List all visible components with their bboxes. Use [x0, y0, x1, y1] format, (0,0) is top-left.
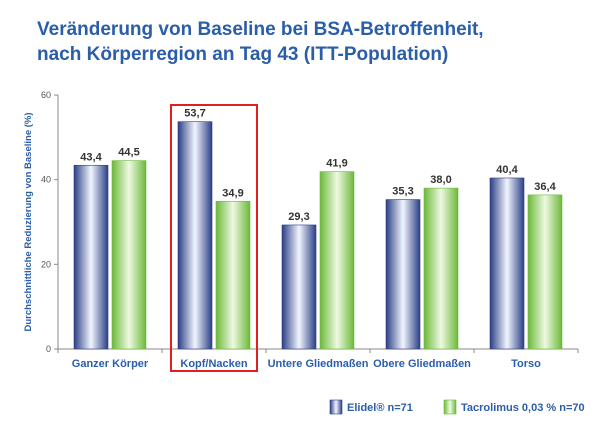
- legend: Elidel® n=71 Tacrolimus 0,03 % n=70: [329, 399, 585, 415]
- bar-tacrolimus: [319, 171, 355, 350]
- category-label: Untere Gliedmaßen: [268, 358, 369, 370]
- bar-value-label: 36,4: [534, 181, 556, 193]
- bar-tacrolimus: [527, 194, 563, 350]
- bar-value-label: 53,7: [184, 108, 205, 120]
- bar-elidel: [385, 199, 421, 350]
- legend-label-elidel: Elidel® n=71: [347, 402, 413, 414]
- highlight-box: [170, 104, 258, 372]
- bar-value-label: 40,4: [496, 164, 518, 176]
- category-label: Obere Gliedmaßen: [373, 358, 471, 370]
- bar-value-label: 44,5: [118, 147, 139, 159]
- y-axis-title: Durchschnittliche Reduzierung von Baseli…: [23, 112, 34, 331]
- legend-swatch-tacrolimus: [443, 399, 457, 415]
- data-labels: 43,4 44,5 Ganzer Körper 53,7 34,9 Kopf/Nacken…: [72, 104, 557, 372]
- bar-value-label: 34,9: [222, 187, 243, 199]
- y-tick-label: 0: [46, 344, 51, 354]
- bar-tacrolimus: [423, 187, 459, 350]
- y-tick-label: 40: [41, 175, 51, 185]
- category-label: Ganzer Körper: [72, 358, 149, 370]
- legend-swatch-elidel: [329, 399, 343, 415]
- chart-title-line-2: nach Körperregion an Tag 43 (ITT-Populat…: [37, 44, 449, 65]
- bar-value-label: 43,4: [80, 151, 102, 163]
- bar-value-label: 29,3: [288, 211, 309, 223]
- bar-tacrolimus: [111, 160, 147, 350]
- y-tick-label: 20: [41, 259, 51, 269]
- bar-value-label: 41,9: [326, 158, 347, 170]
- category-label: Kopf/Nacken: [180, 358, 248, 370]
- bar-value-label: 38,0: [430, 174, 451, 186]
- bar-value-label: 35,3: [392, 186, 413, 198]
- bar-elidel: [73, 164, 109, 350]
- bar-elidel: [489, 177, 525, 350]
- y-tick-label: 60: [41, 90, 51, 100]
- category-label: Torso: [511, 358, 541, 370]
- legend-label-tacrolimus: Tacrolimus 0,03 % n=70: [461, 402, 585, 414]
- bar-elidel: [281, 224, 317, 350]
- chart-title-line-1: Veränderung von Baseline bei BSA-Betroff…: [37, 19, 484, 40]
- bars: [73, 121, 563, 350]
- chart-title: Veränderung von Baseline bei BSA-Betroff…: [37, 17, 597, 67]
- bar-elidel: [177, 121, 213, 350]
- bar-tacrolimus: [215, 200, 251, 350]
